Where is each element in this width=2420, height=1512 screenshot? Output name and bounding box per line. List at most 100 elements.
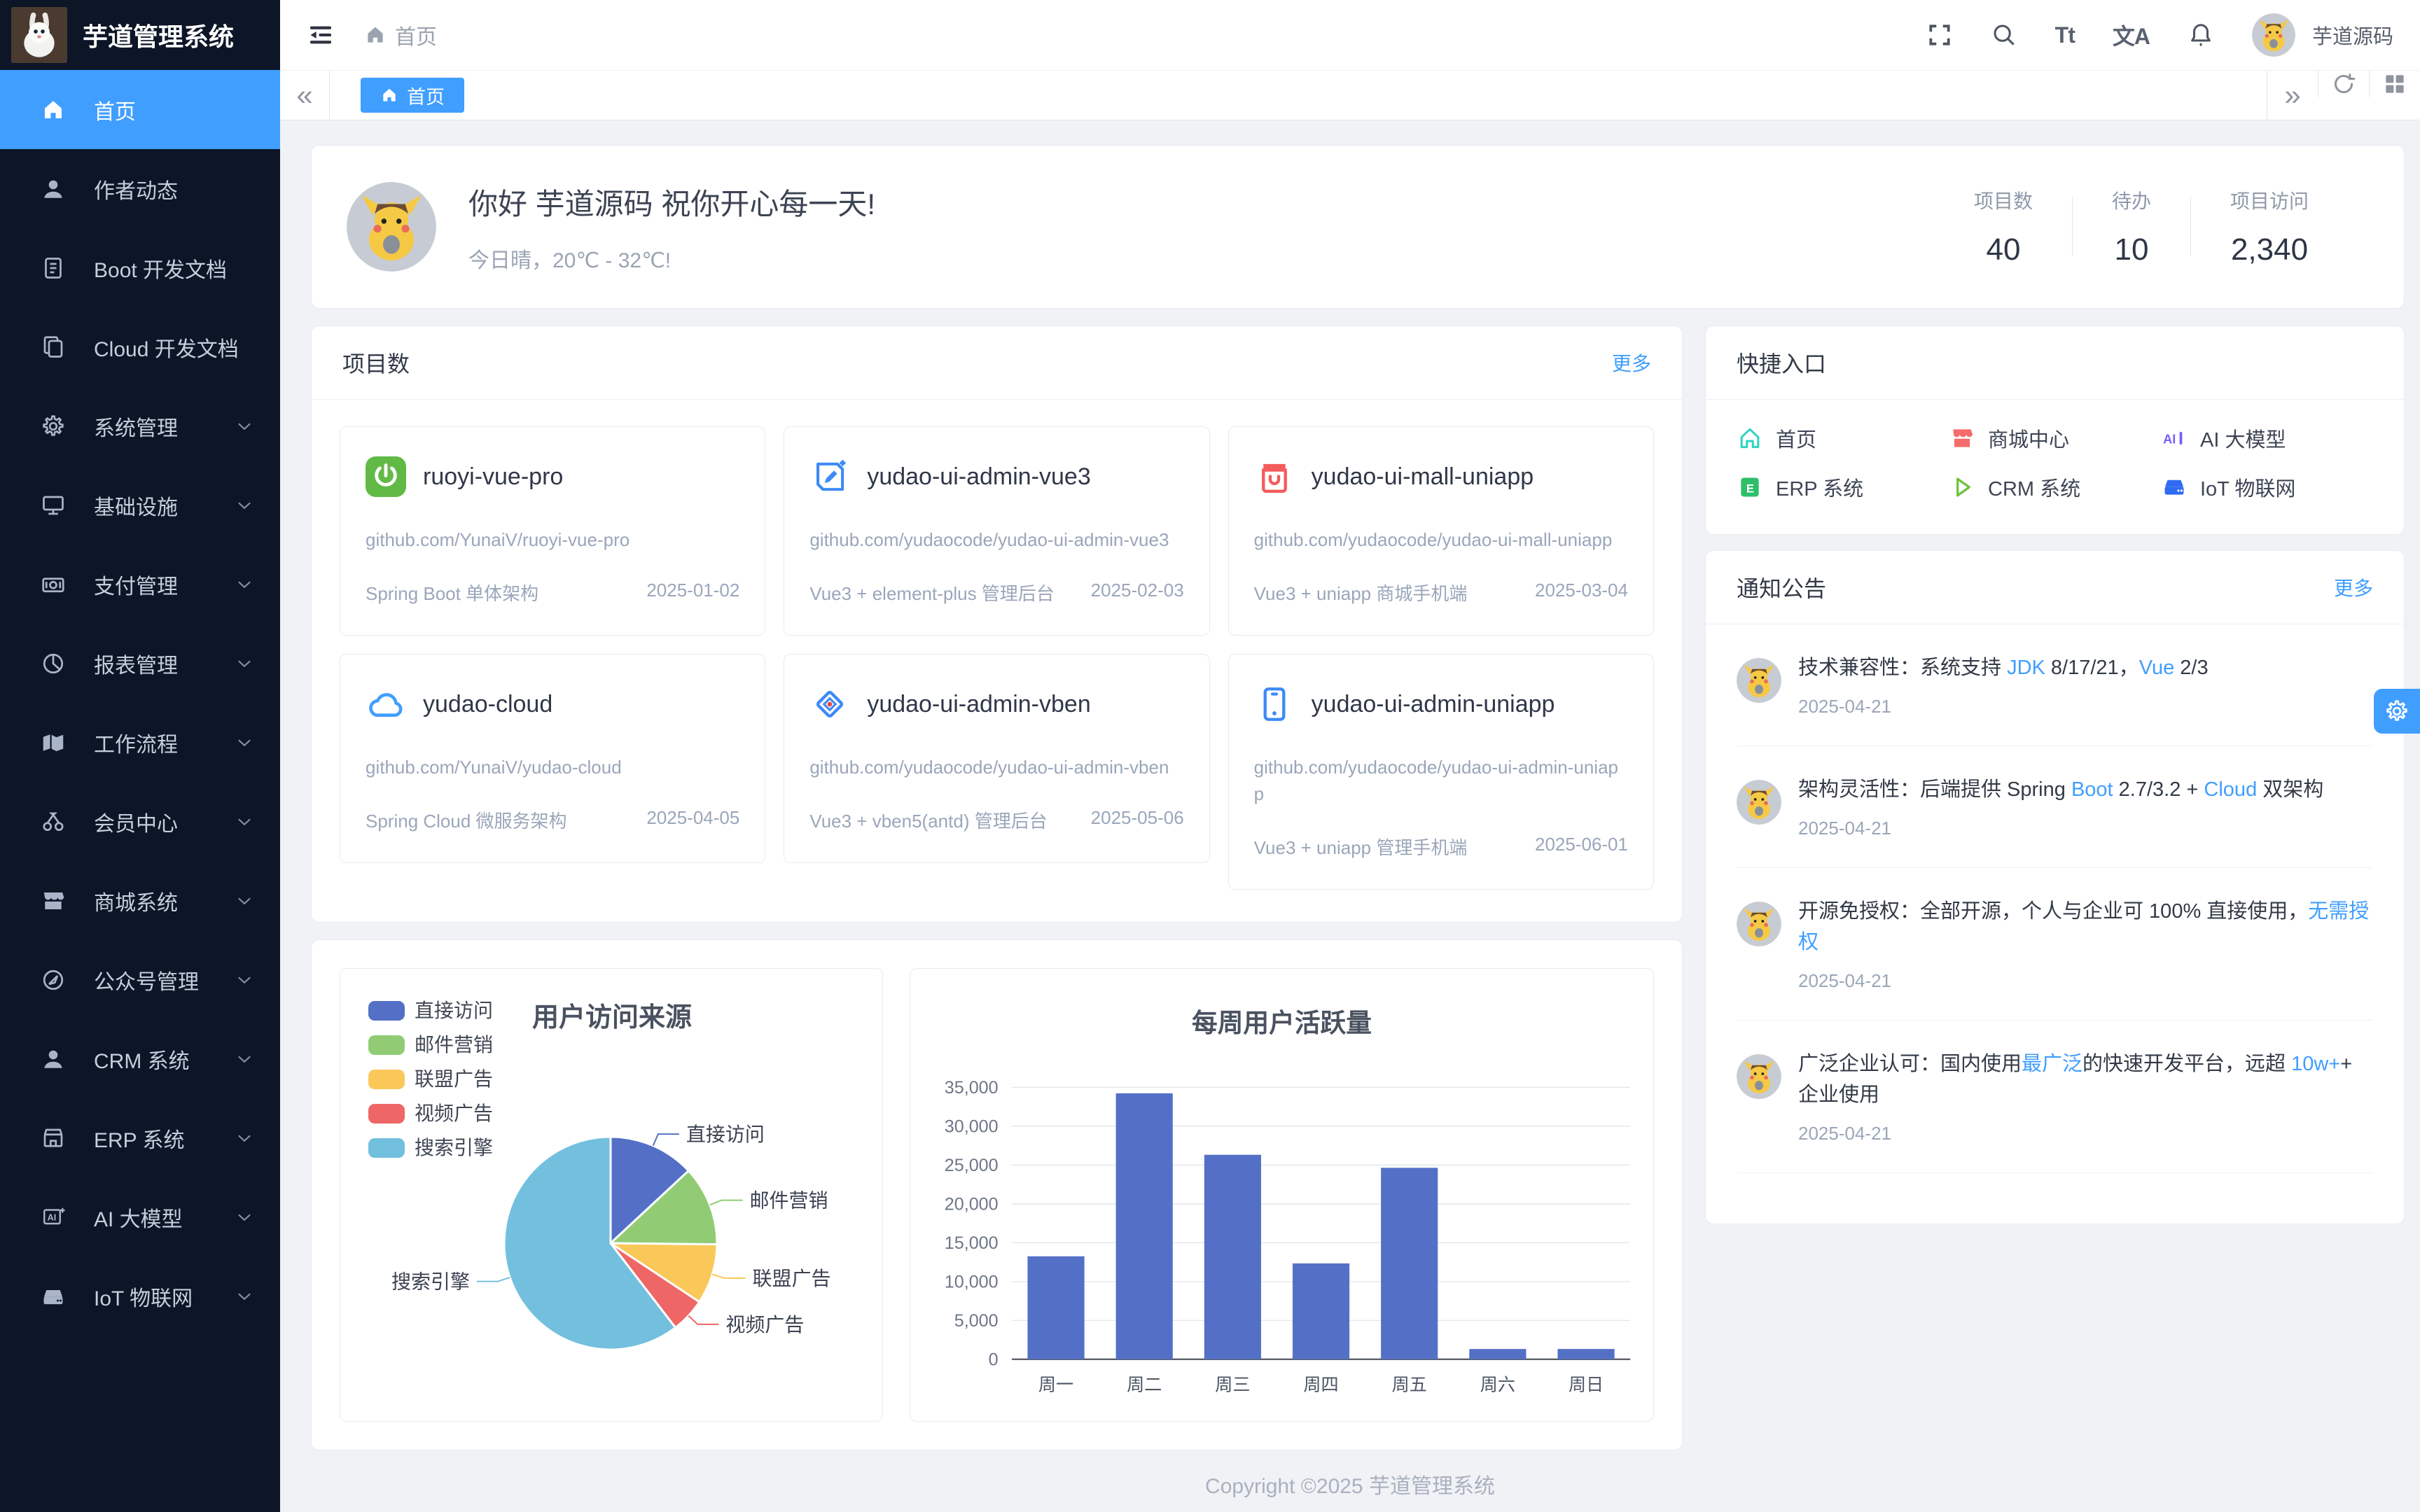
shortcut-0[interactable]: 首页: [1737, 424, 1949, 453]
project-date: 2025-04-05: [646, 807, 740, 828]
sidebar-item-label: 基础设施: [94, 496, 178, 519]
project-desc: Spring Cloud 微服务架构: [366, 811, 567, 832]
sidebar-item-label: Boot 开发文档: [94, 258, 228, 282]
projects-header: 项目数 更多: [312, 326, 1682, 400]
notice-item-3[interactable]: 广泛企业认可：国内使用最广泛的快速开发平台，远超 10w++ 企业使用 2025-…: [1737, 1021, 2373, 1173]
notice-item-0[interactable]: 技术兼容性：系统支持 JDK 8/17/21，Vue 2/3 2025-04-21: [1737, 624, 2373, 746]
notices-header: 通知公告 更多: [1706, 551, 2404, 624]
collapse-menu-icon[interactable]: [307, 21, 335, 49]
sidebar-item-label: 支付管理: [94, 575, 178, 598]
sidebar-item-10[interactable]: 商城系统: [0, 861, 280, 940]
notice-item-2[interactable]: 开源免授权：全部开源，个人与企业可 100% 直接使用，无需授权 2025-04-…: [1737, 868, 2373, 1021]
tab-home[interactable]: 首页: [361, 78, 464, 113]
sidebar-item-3[interactable]: Cloud 开发文档: [0, 307, 280, 386]
sidebar-item-15[interactable]: IoT 物联网: [0, 1256, 280, 1336]
sidebar-item-14[interactable]: AI AI 大模型: [0, 1177, 280, 1256]
chevron-down-icon: [234, 416, 255, 437]
shortcut-4[interactable]: CRM 系统: [1949, 472, 2161, 502]
left-column: 项目数 更多 ruoyi-vue-pro github.com/YunaiV/ru…: [311, 326, 1683, 1450]
sidebar-item-8[interactable]: 工作流程: [0, 703, 280, 782]
member-icon: [41, 809, 66, 834]
chevron-down-icon: [234, 1207, 255, 1228]
layout-grid-icon[interactable]: [2369, 71, 2420, 97]
footer: Copyright ©2025 芋道管理系统: [1205, 1475, 1495, 1498]
search-icon[interactable]: [1991, 22, 2017, 48]
project-desc: Vue3 + uniapp 管理手机端: [1253, 837, 1468, 858]
sidebar-item-1[interactable]: 作者动态: [0, 149, 280, 228]
username[interactable]: 芋道源码: [2311, 26, 2393, 48]
chevron-down-icon: [234, 1128, 255, 1149]
project-url: github.com/yudaocode/yudao-ui-admin-vben: [809, 757, 1169, 778]
chevron-down-icon: [234, 574, 255, 595]
project-name: yudao-cloud: [423, 690, 553, 718]
notice-date: 2025-04-21: [1798, 696, 1891, 717]
project-date: 2025-03-04: [1534, 580, 1628, 601]
columns: 项目数 更多 ruoyi-vue-pro github.com/YunaiV/ru…: [311, 326, 2405, 1450]
sidebar-item-label: AI 大模型: [94, 1208, 183, 1231]
sidebar-item-2[interactable]: Boot 开发文档: [0, 228, 280, 307]
greeting-subtitle: 今日晴，20℃ - 32℃!: [468, 248, 672, 272]
sidebar-item-0[interactable]: 首页: [0, 70, 280, 149]
shortcut-1[interactable]: 商城中心: [1949, 424, 2161, 453]
project-card-yudao-ui-admin-uniapp[interactable]: yudao-ui-admin-uniapp github.com/yudaocod…: [1228, 654, 1654, 890]
projects-title: 项目数: [342, 351, 410, 377]
breadcrumb-label: 首页: [395, 26, 437, 49]
stat-label: 项目访问: [2230, 190, 2309, 212]
shortcut-2[interactable]: AI AI 大模型: [2161, 424, 2373, 453]
sidebar-item-5[interactable]: 基础设施: [0, 465, 280, 545]
main-content: 你好 芋道源码 祝你开心每一天! 今日晴，20℃ - 32℃! 项目数 40 待办 1…: [280, 121, 2420, 1512]
mall-icon: [1254, 456, 1295, 497]
sidebar-item-label: ERP 系统: [94, 1128, 185, 1152]
chevron-down-icon: [234, 890, 255, 911]
project-url: github.com/yudaocode/yudao-ui-mall-uniap…: [1253, 529, 1613, 550]
sidebar-item-9[interactable]: 会员中心: [0, 782, 280, 861]
project-date: 2025-05-06: [1090, 807, 1184, 828]
sidebar-item-13[interactable]: ERP 系统: [0, 1098, 280, 1177]
shortcut-label: AI 大模型: [2200, 429, 2286, 451]
sidebar-item-6[interactable]: 支付管理: [0, 545, 280, 624]
logo-row[interactable]: 芋道管理系统: [0, 0, 280, 70]
svg-text:联盟广告: 联盟广告: [753, 1268, 831, 1289]
project-card-yudao-cloud[interactable]: yudao-cloud github.com/YunaiV/yudao-cloud…: [340, 654, 766, 863]
sidebar: 芋道管理系统 首页 作者动态 Boot 开发文档 Cloud 开发文档系统管理基础设施…: [0, 0, 280, 1512]
notice-date: 2025-04-21: [1798, 970, 1891, 991]
project-card-yudao-ui-admin-vben[interactable]: yudao-ui-admin-vben github.com/yudaocode/…: [784, 654, 1210, 863]
project-card-ruoyi-vue-pro[interactable]: ruoyi-vue-pro github.com/YunaiV/ruoyi-vue…: [340, 426, 766, 636]
bell-icon[interactable]: [2188, 22, 2214, 48]
chevron-down-icon: [234, 1049, 255, 1070]
notice-item-1[interactable]: 架构灵活性：后端提供 Spring Boot 2.7/3.2 + Cloud 双…: [1737, 746, 2373, 868]
notices-card: 通知公告 更多 技术兼容性：系统支持 JDK 8/17/21，Vue 2/3 20…: [1705, 550, 2405, 1224]
fullscreen-icon[interactable]: [1926, 22, 1953, 48]
font-size-icon[interactable]: Tt: [2054, 22, 2075, 48]
svg-text:视频广告: 视频广告: [415, 1102, 493, 1124]
sidebar-item-12[interactable]: CRM 系统: [0, 1019, 280, 1098]
tabs-spacer: [464, 71, 2267, 120]
sidebar-item-label: IoT 物联网: [94, 1287, 193, 1310]
home-icon: [364, 24, 387, 46]
svg-text:周一: 周一: [1038, 1375, 1073, 1394]
shortcut-3[interactable]: E ERP 系统: [1737, 472, 1949, 502]
project-card-yudao-ui-mall-uniapp[interactable]: yudao-ui-mall-uniapp github.com/yudaocode…: [1228, 426, 1654, 636]
svg-text:周三: 周三: [1215, 1375, 1250, 1394]
svg-text:搜索引擎: 搜索引擎: [391, 1271, 470, 1293]
shortcut-5[interactable]: IoT 物联网: [2161, 472, 2373, 502]
refresh-icon[interactable]: [2318, 71, 2369, 97]
svg-text:直接访问: 直接访问: [686, 1124, 765, 1145]
tabs-scroll-right-icon[interactable]: »: [2267, 71, 2318, 120]
sidebar-item-11[interactable]: 公众号管理: [0, 940, 280, 1019]
tabs-scroll-left-icon[interactable]: «: [280, 71, 330, 120]
settings-drawer-button[interactable]: [2374, 689, 2420, 734]
sidebar-item-4[interactable]: 系统管理: [0, 386, 280, 465]
project-url: github.com/YunaiV/yudao-cloud: [366, 757, 622, 778]
sidebar-item-7[interactable]: 报表管理: [0, 624, 280, 703]
stat-divider: [2190, 197, 2191, 256]
stat-value: 40: [1986, 232, 2021, 267]
projects-more-link[interactable]: 更多: [1611, 353, 1651, 374]
user-avatar[interactable]: [2251, 13, 2295, 57]
project-card-yudao-ui-admin-vue3[interactable]: yudao-ui-admin-vue3 github.com/yudaocode/…: [784, 426, 1210, 636]
notices-more-link[interactable]: 更多: [2333, 578, 2373, 599]
crm-user-icon: [41, 1046, 66, 1072]
language-icon[interactable]: 文A: [2112, 24, 2150, 49]
sidebar-item-label: Cloud 开发文档: [94, 337, 239, 361]
svg-text:5,000: 5,000: [954, 1311, 999, 1331]
